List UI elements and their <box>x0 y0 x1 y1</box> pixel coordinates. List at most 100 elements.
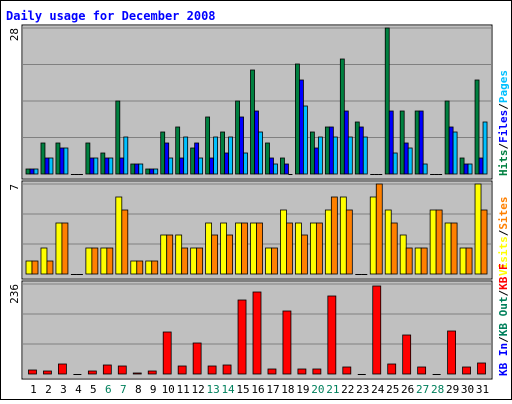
visits_panel-bar-sites <box>106 247 114 275</box>
visits_panel-bar-sites <box>151 260 159 275</box>
visits_panel-bar-sites <box>405 247 413 275</box>
kb_panel-legend-item: KB In <box>497 343 510 376</box>
hits_panel-bar-files <box>343 110 349 175</box>
hits_panel-bar-files <box>478 157 484 175</box>
kb_panel-bar-kb-f <box>282 310 292 375</box>
x-tick-label: 25 <box>386 383 399 396</box>
visits_panel-bar-visits <box>280 209 287 275</box>
hits_panel-bar-files <box>149 168 155 175</box>
hits_panel-bar-pages <box>347 136 353 175</box>
visits_panel-bar-sites <box>76 274 83 275</box>
visits_panel-bar-visits <box>220 222 227 275</box>
kb_panel-bar-kb-f <box>357 374 366 375</box>
hits_panel-bar-hits <box>459 157 465 175</box>
hits_panel-bar-hits <box>220 131 225 175</box>
hits_panel-bar-files <box>254 110 259 175</box>
hits_panel-bar-pages <box>48 157 54 175</box>
hits_panel-bar-hits <box>130 163 136 175</box>
x-tick-label: 22 <box>341 383 354 396</box>
visits_panel-bar-visits <box>384 209 392 275</box>
hits_panel-legend-item: Files <box>497 110 510 143</box>
hits_panel-bar-hits <box>280 157 285 175</box>
visits_panel-bar-sites <box>226 234 233 275</box>
hits_panel-bar-pages <box>378 174 383 175</box>
x-tick-label: 20 <box>311 383 324 396</box>
hits_panel-bar-hits <box>309 131 315 175</box>
hits_panel-bar-files <box>328 126 334 175</box>
visits_panel-bar-sites <box>465 247 473 275</box>
visits_panel-bar-sites <box>480 209 488 275</box>
hits_panel-bar-hits <box>40 142 46 175</box>
kb_panel-bar-kb-f <box>432 374 441 375</box>
visits_panel-bar-visits <box>175 234 183 275</box>
visits_panel-legend-item: Visits <box>497 236 510 276</box>
visits_panel-bar-visits <box>160 234 168 275</box>
hits_panel-bar-files <box>403 142 409 175</box>
hits_panel-bar-files <box>284 163 289 175</box>
hits_panel-bar-files <box>134 163 140 175</box>
visits_panel-bar-sites <box>315 222 323 275</box>
kb_panel-bar-kb-f <box>402 334 412 375</box>
hits_panel-bar-pages <box>482 121 488 175</box>
x-tick-label: 9 <box>150 383 157 396</box>
x-tick-label: 31 <box>476 383 489 396</box>
visits_panel-bar-sites <box>286 222 293 275</box>
kb_panel-bar-kb-f <box>87 370 97 375</box>
visits_panel-bar-visits <box>55 222 63 275</box>
kb_panel-scale-label: 236 <box>8 284 21 304</box>
hits_panel-bar-pages <box>78 174 83 175</box>
x-tick-label: 1 <box>30 383 37 396</box>
hits_panel-bar-files <box>104 157 110 175</box>
hits_panel-bar-hits <box>190 147 196 175</box>
kb_panel-bar-kb-f <box>222 364 232 375</box>
x-tick-label: 10 <box>162 383 175 396</box>
hits_panel-bar-files <box>224 152 229 175</box>
hits_panel-bar-pages <box>213 136 219 175</box>
visits_panel-bar-visits <box>130 260 138 275</box>
visits_panel-bar-sites <box>390 222 398 275</box>
kb_panel-bar-kb-f <box>162 331 172 375</box>
visits_panel-bar-sites <box>256 222 263 275</box>
hits_panel-bar-hits <box>160 131 166 175</box>
x-tick-label: 5 <box>90 383 97 396</box>
hits_panel-bar-files <box>358 126 364 175</box>
kb_panel-legend-item: / <box>497 336 510 343</box>
hits_panel-bar-hits <box>25 168 31 175</box>
kb_panel-bar-kb-f <box>417 366 427 375</box>
hits_panel-bar-files <box>29 168 35 175</box>
hits_panel-bar-pages <box>183 136 189 175</box>
visits_panel-bar-visits <box>40 247 48 275</box>
kb_panel-legend-item: KB Out <box>497 297 510 337</box>
hits_panel-bar-files <box>89 157 95 175</box>
hits_panel-bar-pages <box>153 168 159 175</box>
visits_panel-bar-visits <box>414 247 422 275</box>
visits_panel-bar-visits <box>295 222 302 275</box>
hits_panel-bar-files <box>119 157 125 175</box>
hits_panel-bar-files <box>388 110 394 175</box>
visits_panel-scale-label: 7 <box>8 184 21 191</box>
x-tick-label: 21 <box>326 383 339 396</box>
visits_panel-bar-visits <box>250 222 257 275</box>
visits_panel-bar-sites <box>61 222 69 275</box>
hits_panel-scale-label: 28 <box>8 28 21 41</box>
hits_panel-bar-files <box>179 157 185 175</box>
visits_panel-bar-visits <box>399 234 407 275</box>
visits_panel-bar-visits <box>444 222 452 275</box>
hits_panel-bar-hits <box>414 110 420 175</box>
visits_panel-bar-visits <box>369 196 377 275</box>
hits_panel-bar-hits <box>55 142 61 175</box>
kb_panel-legend-item: KB F <box>497 263 510 290</box>
hits_panel-bar-hits <box>384 27 390 175</box>
hits_panel-bar-files <box>194 142 200 175</box>
x-tick-label: 30 <box>461 383 474 396</box>
kb_panel-bar-kb-f <box>147 370 157 375</box>
x-tick-label: 3 <box>60 383 67 396</box>
x-tick-label: 4 <box>75 383 82 396</box>
hits_panel-bar-pages <box>317 136 323 175</box>
kb_panel-bar-kb-f <box>327 295 337 375</box>
hits_panel-bar-pages <box>63 147 69 175</box>
hits_panel-bar-hits <box>235 100 240 175</box>
x-tick-label: 14 <box>221 383 235 396</box>
hits_panel-bar-pages <box>303 105 308 175</box>
kb_panel-bar-kb-f <box>28 369 37 375</box>
